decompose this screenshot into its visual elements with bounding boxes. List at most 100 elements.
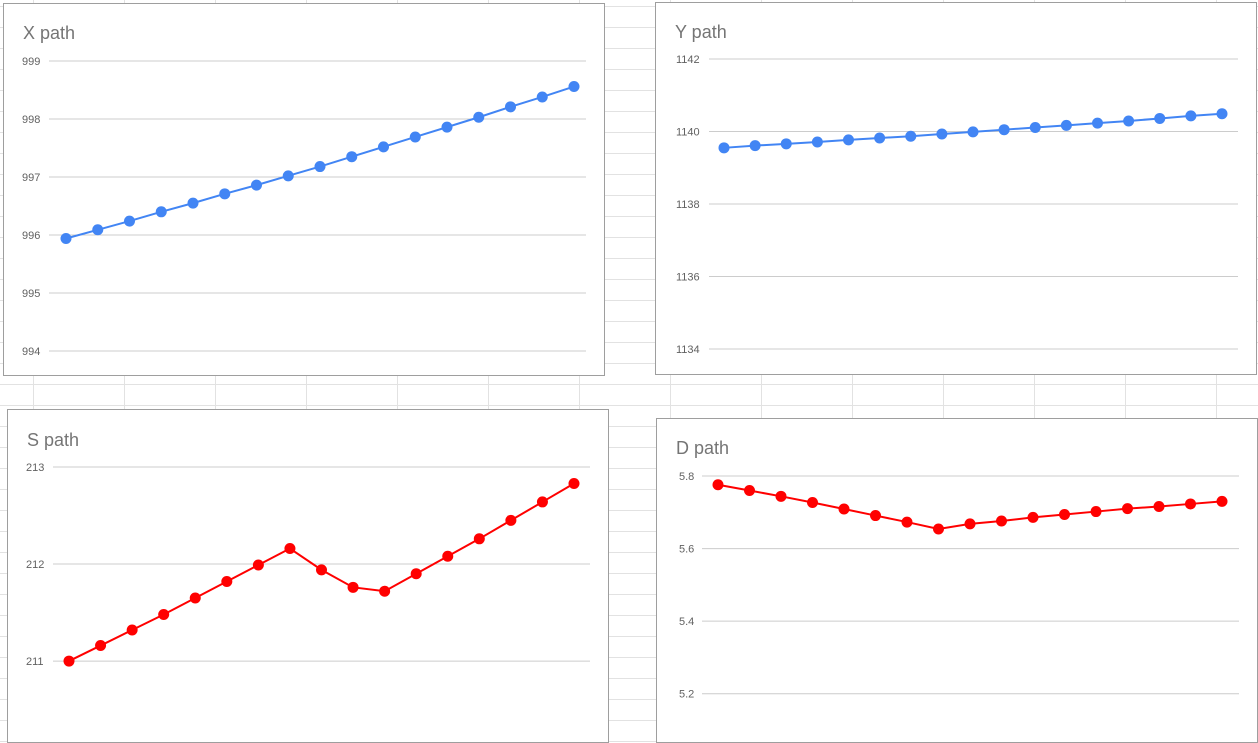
- data-point[interactable]: [316, 564, 327, 576]
- data-point[interactable]: [568, 81, 580, 93]
- chart-x-path-svg: X path 994 995 996 997 998 999: [22, 23, 586, 358]
- data-point[interactable]: [536, 496, 548, 508]
- data-point[interactable]: [1153, 500, 1165, 512]
- data-point[interactable]: [843, 134, 854, 146]
- data-point[interactable]: [933, 523, 944, 535]
- chart-x-path[interactable]: X path 994 995 996 997 998 999: [3, 3, 605, 376]
- data-point[interactable]: [749, 140, 761, 152]
- series-points: [718, 108, 1228, 154]
- data-point[interactable]: [998, 124, 1010, 136]
- y-tick-label: 1142: [676, 54, 700, 66]
- data-point[interactable]: [780, 138, 792, 150]
- data-point[interactable]: [95, 640, 107, 652]
- data-point[interactable]: [1059, 508, 1070, 520]
- data-point[interactable]: [775, 490, 787, 502]
- data-point[interactable]: [379, 585, 391, 597]
- data-point[interactable]: [155, 206, 167, 218]
- data-point[interactable]: [282, 170, 294, 182]
- chart-y-path-svg: Y path 1134 1136 1138 1140 1142: [675, 22, 1238, 356]
- data-point[interactable]: [870, 510, 881, 522]
- data-point[interactable]: [1029, 122, 1041, 134]
- y-tick-label: 994: [22, 346, 40, 358]
- y-tick-label: 212: [26, 559, 44, 571]
- data-point[interactable]: [807, 496, 818, 508]
- data-point[interactable]: [811, 136, 823, 148]
- chart-s-path[interactable]: S path 211 212 213: [7, 409, 609, 743]
- data-point[interactable]: [1216, 495, 1228, 507]
- data-point[interactable]: [251, 179, 262, 191]
- data-point[interactable]: [60, 232, 72, 244]
- gridlines: [53, 466, 590, 662]
- chart-y-path-title: Y path: [675, 22, 727, 42]
- y-tick-labels: 1134 1136 1138 1140 1142: [676, 54, 700, 356]
- data-point[interactable]: [441, 121, 453, 133]
- data-point[interactable]: [996, 515, 1007, 527]
- data-point[interactable]: [936, 128, 948, 140]
- data-point[interactable]: [1185, 110, 1197, 122]
- data-point[interactable]: [409, 131, 421, 143]
- chart-y-path[interactable]: Y path 1134 1136 1138 1140 1142: [655, 2, 1257, 375]
- y-tick-label: 1134: [676, 344, 700, 356]
- data-point[interactable]: [1092, 117, 1103, 129]
- data-point[interactable]: [126, 624, 138, 636]
- data-point[interactable]: [221, 576, 233, 588]
- y-tick-label: 1136: [676, 272, 700, 284]
- data-point[interactable]: [252, 559, 264, 571]
- y-tick-labels: 211 212 213: [26, 462, 44, 668]
- data-point[interactable]: [838, 503, 850, 515]
- chart-x-path-title: X path: [23, 23, 75, 43]
- data-point[interactable]: [1027, 511, 1039, 523]
- gridlines: [702, 475, 1239, 695]
- y-tick-label: 1138: [676, 199, 700, 211]
- data-point[interactable]: [967, 126, 979, 138]
- data-point[interactable]: [219, 188, 231, 200]
- data-point[interactable]: [874, 132, 886, 144]
- data-point[interactable]: [347, 581, 359, 593]
- chart-d-path[interactable]: D path 5.2 5.4 5.6 5.8: [656, 418, 1258, 743]
- data-point[interactable]: [718, 142, 730, 154]
- data-point[interactable]: [410, 568, 422, 580]
- data-point[interactable]: [568, 477, 580, 489]
- y-tick-label: 5.2: [679, 689, 694, 701]
- data-point[interactable]: [1216, 108, 1228, 120]
- data-point[interactable]: [284, 543, 296, 555]
- data-point[interactable]: [92, 224, 104, 236]
- data-point[interactable]: [473, 533, 485, 545]
- data-point[interactable]: [473, 111, 485, 123]
- data-point[interactable]: [901, 516, 913, 528]
- y-tick-label: 5.6: [679, 544, 694, 556]
- chart-s-path-title: S path: [27, 430, 79, 450]
- data-point[interactable]: [442, 550, 454, 562]
- y-tick-label: 5.8: [679, 471, 694, 483]
- data-point[interactable]: [905, 130, 917, 142]
- data-point[interactable]: [1123, 115, 1135, 127]
- y-tick-label: 999: [22, 56, 40, 68]
- data-point[interactable]: [1122, 503, 1133, 515]
- y-tick-label: 997: [22, 172, 40, 184]
- data-point[interactable]: [1060, 119, 1072, 131]
- series-points: [63, 477, 580, 667]
- data-point[interactable]: [1185, 498, 1196, 510]
- data-point[interactable]: [536, 91, 548, 103]
- data-point[interactable]: [346, 151, 358, 163]
- data-point[interactable]: [1090, 506, 1102, 518]
- gridlines: [709, 58, 1238, 350]
- data-point[interactable]: [158, 608, 170, 620]
- data-point[interactable]: [505, 514, 517, 526]
- chart-d-path-svg: D path 5.2 5.4 5.6 5.8: [676, 438, 1239, 701]
- data-point[interactable]: [964, 518, 976, 530]
- data-point[interactable]: [187, 197, 199, 209]
- data-point[interactable]: [378, 141, 389, 153]
- data-point[interactable]: [1154, 112, 1166, 124]
- series-points: [712, 479, 1228, 535]
- data-point[interactable]: [63, 655, 75, 667]
- data-point[interactable]: [505, 101, 516, 113]
- data-point[interactable]: [189, 592, 201, 604]
- data-point[interactable]: [744, 485, 755, 497]
- data-point[interactable]: [712, 479, 724, 491]
- data-point[interactable]: [124, 215, 135, 227]
- data-point[interactable]: [314, 161, 326, 173]
- chart-s-path-svg: S path 211 212 213: [26, 430, 590, 668]
- y-tick-label: 996: [22, 230, 40, 242]
- y-tick-label: 5.4: [679, 616, 694, 628]
